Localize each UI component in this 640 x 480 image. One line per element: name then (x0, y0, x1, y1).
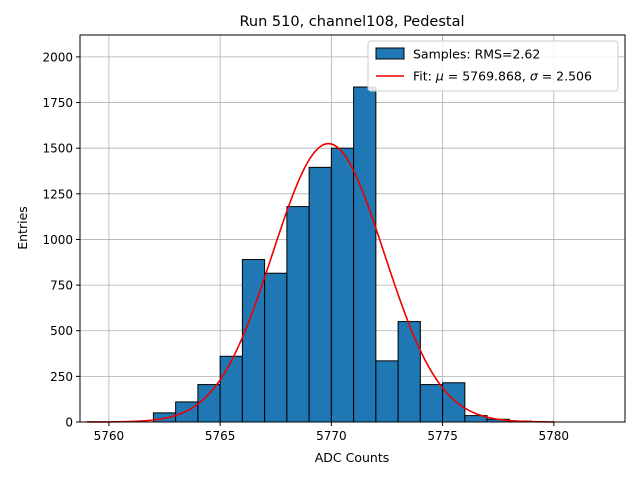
histogram-bar (353, 86, 377, 423)
legend-histogram-label: Samples: RMS=2.62 (413, 47, 540, 62)
legend-fit-mu-value: = 5769.868, (444, 69, 530, 84)
y-tick-label: 1500 (42, 142, 73, 156)
legend-fit-sigma-symbol: σ (530, 69, 539, 84)
y-tick-label: 750 (50, 279, 73, 293)
plot-frame (79, 34, 626, 423)
y-tick-label: 1750 (42, 96, 73, 110)
legend: Samples: RMS=2.62 Fit: μ = 5769.868, σ =… (367, 40, 619, 92)
x-tick-label: 5765 (205, 429, 236, 443)
histogram-bar (375, 360, 399, 423)
histogram-bar (330, 147, 355, 423)
histogram-bar (152, 412, 177, 423)
legend-fit-mu-symbol: μ (435, 69, 444, 84)
legend-histogram-swatch (375, 47, 405, 60)
legend-fit-label: Fit: μ = 5769.868, σ = 2.506 (413, 69, 592, 84)
histogram-bar (264, 272, 288, 423)
histogram-bar (241, 259, 266, 423)
x-axis-ticks: 5760 5765 5770 5775 5780 (94, 422, 569, 443)
x-tick-label: 5770 (316, 429, 347, 443)
histogram-bar (442, 382, 466, 423)
y-tick-label: 1000 (42, 233, 73, 247)
legend-fit-prefix: Fit: (413, 69, 436, 84)
histogram-bars (152, 86, 533, 423)
x-tick-label: 5760 (94, 429, 125, 443)
histogram-bar (175, 401, 199, 423)
legend-fit-sigma-value: = 2.506 (538, 69, 592, 84)
histogram-bar (419, 384, 444, 423)
y-tick-label: 1250 (42, 187, 73, 201)
x-axis-label: ADC Counts (315, 450, 390, 465)
y-axis-ticks: 0 250 500 750 1000 1250 1500 1750 2000 (42, 50, 80, 430)
y-tick-label: 250 (50, 370, 73, 384)
histogram-bar (219, 355, 243, 423)
y-tick-label: 500 (50, 324, 73, 338)
histogram-bar (397, 321, 421, 423)
y-tick-label: 0 (65, 416, 73, 430)
histogram-bar (308, 166, 332, 423)
x-tick-label: 5780 (539, 429, 570, 443)
fit-curve-group (86, 142, 554, 423)
y-axis-label: Entries (15, 206, 30, 250)
chart-title: Run 510, channel108, Pedestal (239, 14, 464, 30)
histogram-bar (286, 206, 310, 423)
histogram-bar (197, 384, 221, 423)
legend-box (367, 40, 619, 92)
x-tick-label: 5775 (427, 429, 458, 443)
fit-curve (86, 142, 554, 423)
y-tick-label: 2000 (42, 50, 73, 64)
